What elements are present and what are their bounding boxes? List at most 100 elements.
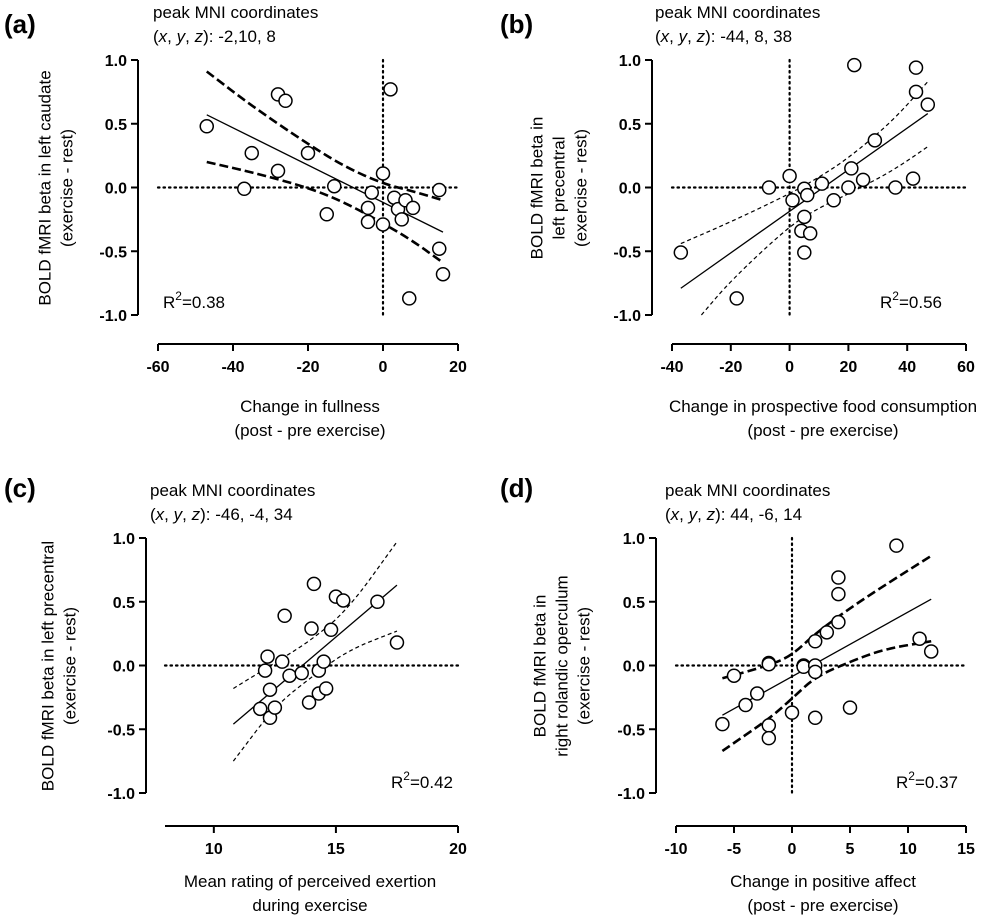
x-tick-label: 40 (898, 359, 916, 376)
x-tick-label: 60 (957, 359, 975, 376)
data-point (316, 654, 331, 669)
data-point (920, 97, 936, 112)
r-squared-label: R2=0.42 (391, 769, 453, 792)
y-tick-label: 0.5 (113, 595, 135, 612)
panel-letter: (d) (500, 473, 533, 503)
data-point (257, 663, 273, 678)
data-point (237, 181, 252, 197)
data-point (814, 176, 830, 191)
data-point (867, 133, 883, 148)
data-point (301, 695, 317, 710)
mni-coordinates: (x, y, z): -2,10, 8 (153, 27, 276, 46)
y-tick-label: -0.5 (613, 244, 641, 261)
panel-letter: (c) (4, 473, 36, 503)
x-tick-label: -10 (664, 841, 687, 858)
x-axis-label: Change in fullness (240, 397, 380, 416)
data-point (319, 207, 334, 222)
mni-header: peak MNI coordinates (153, 3, 318, 22)
data-point (244, 145, 259, 161)
x-tick-label: -40 (221, 359, 244, 376)
data-point (199, 119, 214, 134)
y-axis-label: BOLD fMRI beta in (530, 595, 549, 738)
data-point (831, 614, 846, 630)
y-tick-label: 0.0 (105, 181, 127, 198)
data-point (715, 716, 730, 732)
data-point (278, 93, 293, 109)
x-axis-label: (post - pre exercise) (747, 421, 898, 440)
data-point (761, 730, 777, 746)
data-point (831, 570, 846, 585)
panel-letter: (b) (500, 9, 533, 39)
data-point (782, 168, 797, 184)
data-point (749, 686, 765, 701)
data-point (847, 57, 862, 73)
x-tick-label: 10 (899, 841, 917, 858)
data-point (905, 171, 921, 186)
x-tick-label: -20 (296, 359, 319, 376)
mni-header: peak MNI coordinates (665, 481, 830, 500)
x-tick-label: 20 (449, 359, 467, 376)
data-point (405, 200, 421, 216)
data-point (335, 593, 351, 608)
y-tick-label: 0.5 (619, 117, 641, 134)
data-point (826, 193, 841, 208)
y-axis-label: right rolandic operculum (552, 575, 571, 756)
data-point (389, 635, 405, 650)
data-point (267, 700, 283, 715)
ci-lower-line (206, 160, 444, 264)
ci-lower-line (721, 639, 932, 752)
panel-d: (d) peak MNI coordinates (x, y, z): 44, -6… (500, 473, 975, 915)
y-axis-label: (exercise - rest) (574, 607, 593, 725)
data-point (799, 187, 815, 203)
data-point (908, 60, 924, 75)
data-point (807, 634, 823, 649)
x-tick-label: 15 (957, 841, 975, 858)
data-point (304, 621, 319, 636)
y-tick-label: -0.5 (107, 722, 135, 739)
data-point (394, 212, 409, 227)
data-point (855, 172, 871, 188)
mni-coordinates: (x, y, z): -44, 8, 38 (655, 27, 792, 46)
y-axis-label: (exercise - rest) (571, 129, 590, 247)
x-tick-label: 20 (840, 359, 858, 376)
y-tick-label: 1.0 (623, 531, 645, 548)
r-squared-label: R2=0.56 (880, 289, 942, 312)
x-axis-label: during exercise (252, 896, 367, 915)
r-squared-label: R2=0.37 (896, 769, 958, 792)
data-point (841, 180, 856, 195)
x-tick-label: 5 (846, 841, 855, 858)
x-tick-label: 0 (379, 359, 388, 376)
y-axis-label: BOLD fMRI beta in (527, 117, 546, 260)
x-tick-label: -40 (660, 359, 683, 376)
data-point (270, 163, 286, 179)
data-point (274, 654, 290, 669)
x-tick-label: -5 (727, 841, 741, 858)
data-point (888, 180, 903, 195)
y-tick-label: 0.0 (113, 659, 135, 676)
y-axis-label: BOLD fMRI beta in left precentral (38, 541, 57, 791)
panel-c: (c) peak MNI coordinates (x, y, z): -46, -… (4, 473, 467, 915)
data-point (819, 625, 835, 640)
y-tick-label: -1.0 (613, 308, 641, 325)
x-tick-label: 0 (785, 359, 794, 376)
data-point (889, 538, 904, 553)
data-point (435, 266, 451, 282)
x-tick-label: 0 (788, 841, 797, 858)
data-point (726, 668, 742, 683)
data-point (402, 291, 417, 306)
y-tick-label: 0.5 (105, 117, 127, 134)
data-point (323, 622, 339, 638)
data-point (306, 576, 322, 592)
x-axis-label: (post - pre exercise) (234, 421, 385, 440)
ci-upper-line (233, 541, 398, 689)
panel-b: (b) peak MNI coordinates (x, y, z): -44, 8… (500, 3, 977, 440)
data-point (797, 209, 812, 225)
data-point (797, 245, 812, 260)
data-point (842, 700, 858, 715)
data-point (807, 664, 823, 680)
data-point (360, 214, 376, 230)
y-axis-label: (exercise - rest) (60, 607, 79, 725)
y-tick-label: 1.0 (619, 53, 641, 70)
data-point (761, 718, 777, 733)
y-tick-label: 1.0 (113, 531, 135, 548)
